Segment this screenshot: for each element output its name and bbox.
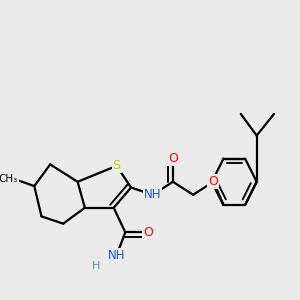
Text: O: O — [208, 175, 218, 188]
Text: H: H — [92, 260, 100, 271]
Text: CH₃: CH₃ — [0, 174, 18, 184]
Text: O: O — [143, 226, 153, 239]
Text: O: O — [168, 152, 178, 165]
Text: S: S — [112, 159, 121, 172]
Text: NH: NH — [108, 249, 125, 262]
Text: NH: NH — [144, 188, 161, 201]
